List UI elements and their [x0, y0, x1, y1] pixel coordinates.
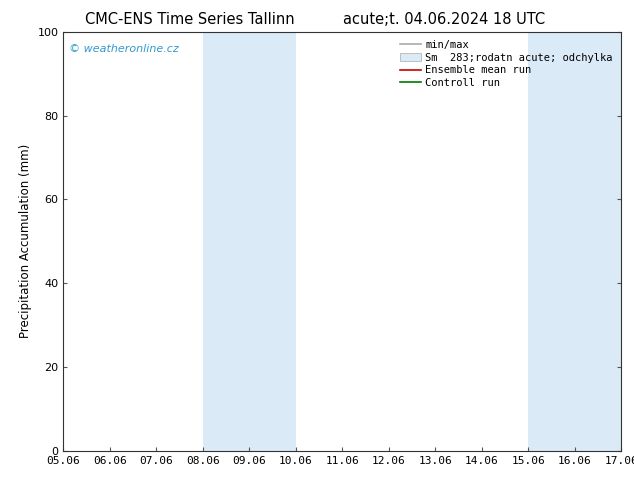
Text: CMC-ENS Time Series Tallinn: CMC-ENS Time Series Tallinn	[86, 12, 295, 27]
Bar	[575, 32, 621, 451]
Bar	[528, 32, 575, 451]
Y-axis label: Precipitation Accumulation (mm): Precipitation Accumulation (mm)	[19, 144, 32, 339]
Text: acute;t. 04.06.2024 18 UTC: acute;t. 04.06.2024 18 UTC	[343, 12, 545, 27]
Bar	[249, 32, 296, 451]
Bar	[203, 32, 249, 451]
Text: © weatheronline.cz: © weatheronline.cz	[69, 45, 179, 54]
Legend: min/max, Sm  283;rodatn acute; odchylka, Ensemble mean run, Controll run: min/max, Sm 283;rodatn acute; odchylka, …	[398, 37, 616, 91]
